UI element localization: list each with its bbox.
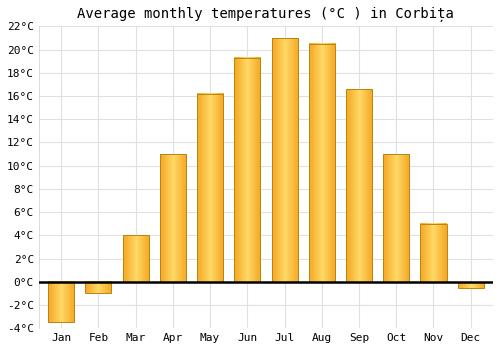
Bar [272,38,297,282]
Bar [197,94,223,282]
Bar [458,282,483,288]
Bar [420,224,446,282]
Bar [48,282,74,322]
Bar [122,235,148,282]
Bar [160,154,186,282]
Title: Average monthly temperatures (°C ) in Corbița: Average monthly temperatures (°C ) in Co… [78,7,454,22]
Bar [346,89,372,282]
Bar [383,154,409,282]
Bar [86,282,112,293]
Bar [308,44,335,282]
Bar [234,58,260,282]
